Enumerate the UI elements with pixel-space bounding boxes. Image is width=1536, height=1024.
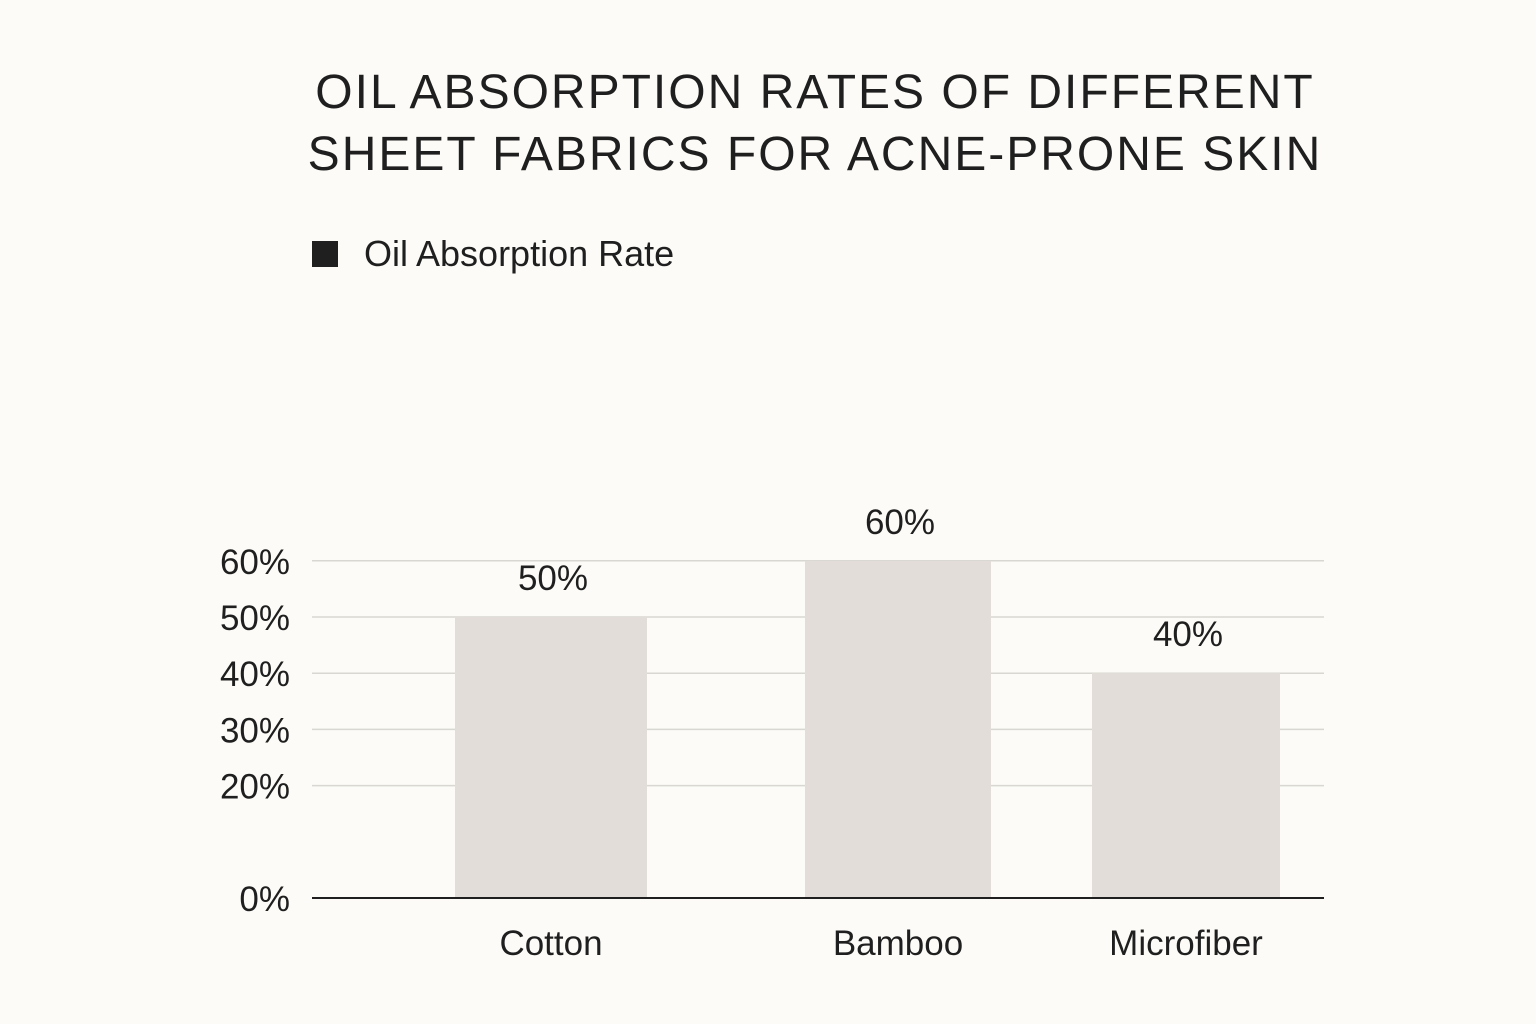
chart-title-line-2: SHEET FABRICS FOR ACNE-PRONE SKIN [307,128,1323,181]
bar-microfiber [1092,673,1280,898]
data-label-bamboo: 60% [865,503,935,542]
y-tick-label: 50% [220,599,290,638]
y-tick-label: 40% [220,655,290,694]
x-tick-label-bamboo: Bamboo [833,924,963,963]
y-tick-label: 30% [220,711,290,750]
data-label-microfiber: 40% [1153,615,1223,654]
chart-title-line-1: OIL ABSORPTION RATES OF DIFFERENT [315,66,1315,119]
y-tick-label: 60% [220,543,290,582]
bar-bamboo [805,560,991,898]
x-tick-label-cotton: Cotton [499,924,602,963]
bar-cotton [455,617,647,898]
x-tick-label-microfiber: Microfiber [1109,924,1263,963]
data-label-cotton: 50% [518,559,588,598]
y-tick-label: 20% [220,768,290,807]
chart-title: OIL ABSORPTION RATES OF DIFFERENT SHEET … [0,62,1536,186]
legend-swatch [312,241,338,267]
legend-label: Oil Absorption Rate [364,233,675,274]
legend: Oil Absorption Rate [312,232,674,276]
y-tick-label: 0% [239,880,290,919]
